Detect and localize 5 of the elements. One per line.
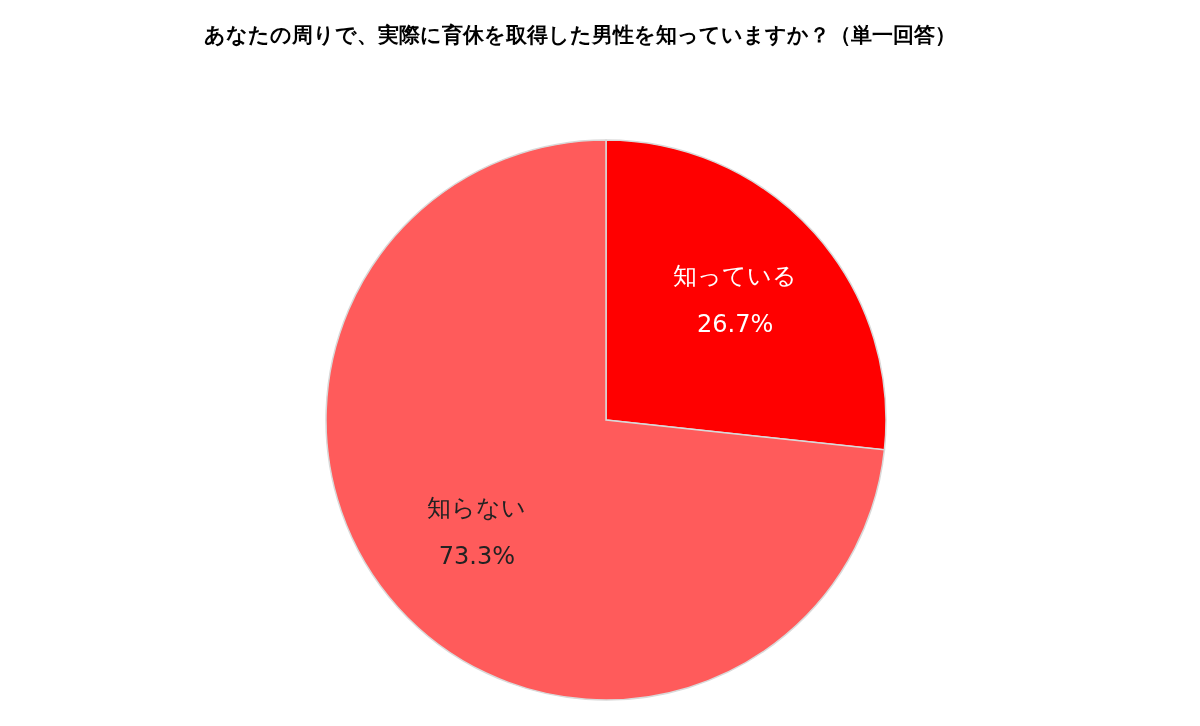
chart-title: あなたの周りで、実際に育休を取得した男性を知っていますか？（単一回答） (204, 23, 956, 47)
data-label: 73.3% (438, 542, 515, 571)
data-label: 26.7% (697, 309, 774, 338)
slice-label: 知らない (427, 494, 527, 523)
slice-label: 知っている (673, 261, 798, 290)
